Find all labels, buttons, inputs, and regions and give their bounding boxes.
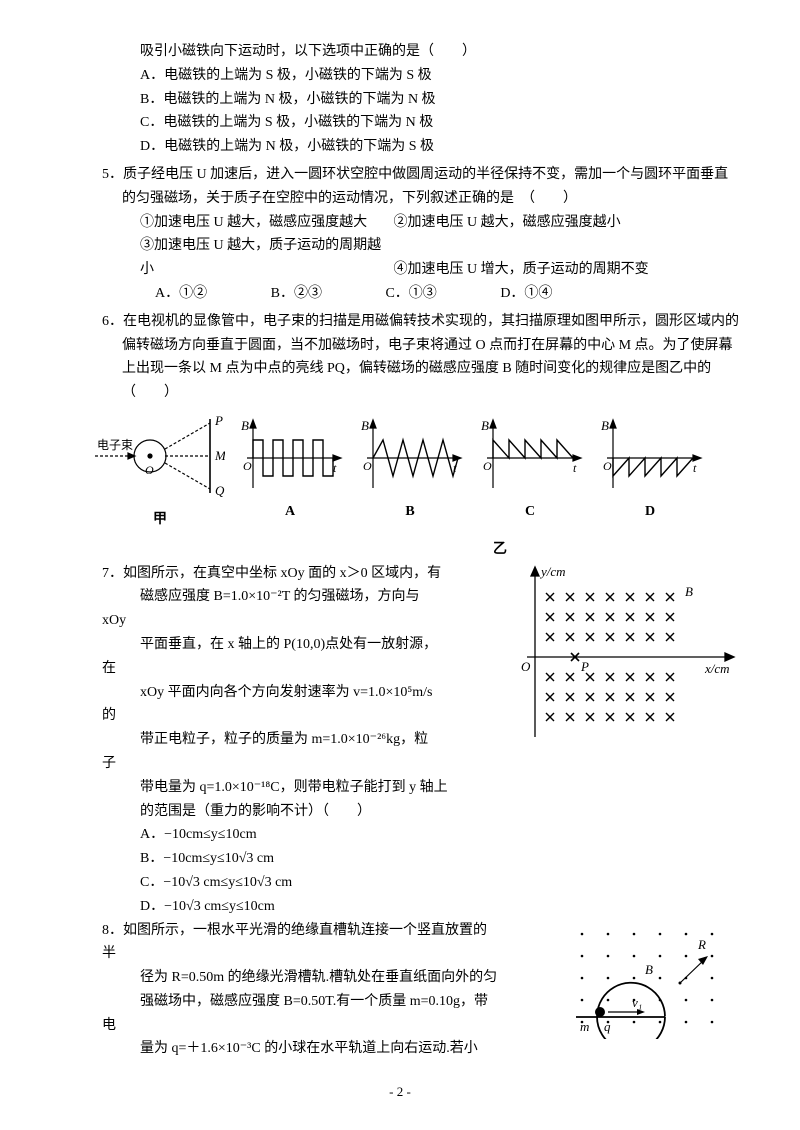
q8-l4: 量为 q=＋1.6×10⁻³C 的小球在水平轨道上向右运动.若小 <box>60 1037 740 1061</box>
svg-text:t: t <box>693 461 697 475</box>
svg-text:O: O <box>483 459 492 473</box>
q4-opt-c: C．电磁铁的上端为 S 极，小磁铁的下端为 N 极 <box>60 111 740 135</box>
svg-text:x/cm: x/cm <box>704 661 730 676</box>
q4-opt-d: D．电磁铁的上端为 N 极，小磁铁的下端为 S 极 <box>60 135 740 159</box>
svg-text:y/cm: y/cm <box>539 564 566 579</box>
q6-graph-a: BtO A <box>235 418 345 524</box>
q4-opt-a: A．电磁铁的上端为 S 极，小磁铁的下端为 S 极 <box>60 64 740 88</box>
beam-label: 电子束 <box>97 438 133 452</box>
q5-s12: ①加速电压 U 越大，磁感应强度越大 ②加速电压 U 越大，磁感应强度越小 <box>60 211 740 235</box>
q5-s4: ④加速电压 U 增大，质子运动的周期不变 <box>394 262 649 277</box>
q7-l7: 的范围是（重力的影响不计）（ ） <box>60 800 740 824</box>
q7-opt-d: D．−10√3 cm≤y≤10cm <box>60 895 740 919</box>
q5-s2: ②加速电压 U 越大，磁感应强度越小 <box>394 215 621 230</box>
q4-opt-b: B．电磁铁的上端为 N 极，小磁铁的下端为 N 极 <box>60 88 740 112</box>
svg-text:O: O <box>363 459 372 473</box>
q5-stem: 5．质子经电压 U 加速后，进入一圆环状空腔中做圆周运动的半径保持不变，需加一个… <box>60 163 740 211</box>
svg-text:B: B <box>685 584 693 599</box>
q6-figures: 电子束 P M Q O 甲 BtO A BtO B Bt O C Bt O D <box>60 411 740 532</box>
q5-s34: ③加速电压 U 越大，质子运动的周期越小 ④加速电压 U 增大，质子运动的周期不… <box>60 234 740 282</box>
svg-text:m: m <box>580 1019 589 1034</box>
q7-l6: 带电量为 q=1.0×10⁻¹⁸C，则带电粒子能打到 y 轴上 <box>60 776 740 800</box>
q7-opt-b: B．−10cm≤y≤10√3 cm <box>60 847 740 871</box>
q7-figure: y/cm x/cm O P B <box>510 562 740 752</box>
q5-opt-d: D．①④ <box>500 282 552 306</box>
q5-opt-c: C．①③ <box>385 282 436 306</box>
svg-text:O: O <box>521 659 531 674</box>
q8-block: RBmqv₁ 8．如图所示，一根水平光滑的绝缘直槽轨连接一个竖直放置的 半 径为… <box>60 919 740 1062</box>
q7-l6l: 子 <box>60 752 740 776</box>
q5-s3: ③加速电压 U 越大，质子运动的周期越小 <box>140 234 390 282</box>
svg-text:O: O <box>243 459 252 473</box>
svg-text:B: B <box>645 962 653 977</box>
q5-options: A．①② B．②③ C．①③ D．①④ <box>60 282 740 306</box>
q6-label-c: C <box>475 500 585 524</box>
q7-block: y/cmx/cmOPB 7．如图所示，在真空中坐标 xOy 面的 x＞0 区域内… <box>60 562 740 919</box>
svg-text:v₁: v₁ <box>632 995 642 1010</box>
q4-stem-tail: 吸引小磁铁向下运动时，以下选项中正确的是（ ） <box>60 40 740 64</box>
q6-fig-jia: 电子束 P M Q O 甲 <box>95 411 225 532</box>
svg-text:P: P <box>214 413 223 428</box>
svg-text:O: O <box>603 459 612 473</box>
svg-text:B: B <box>361 418 369 433</box>
svg-text:B: B <box>601 418 609 433</box>
q5-opt-b: B．②③ <box>271 282 322 306</box>
svg-text:M: M <box>214 448 225 463</box>
q6-stem: 6．在电视机的显像管中，电子束的扫描是用磁偏转技术实现的，其扫描原理如图甲所示，… <box>60 310 740 405</box>
q6-label-b: B <box>355 500 465 524</box>
q6-label-a: A <box>235 500 345 524</box>
svg-text:O: O <box>145 463 154 477</box>
q6-graph-c: Bt O C <box>475 418 585 524</box>
q7-opt-a: A．−10cm≤y≤10cm <box>60 823 740 847</box>
svg-text:B: B <box>241 418 249 433</box>
svg-text:B: B <box>481 418 489 433</box>
q6-graph-b: BtO B <box>355 418 465 524</box>
q5-opt-a: A．①② <box>155 282 207 306</box>
q6-label-d: D <box>595 500 705 524</box>
svg-text:Q: Q <box>215 483 225 498</box>
svg-text:t: t <box>573 461 577 475</box>
q6-graph-d: Bt O D <box>595 418 705 524</box>
svg-text:R: R <box>697 937 706 952</box>
q8-figure: R Bmq v₁ <box>570 919 740 1039</box>
q5-s1: ①加速电压 U 越大，磁感应强度越大 <box>140 211 390 235</box>
svg-text:q: q <box>604 1019 611 1034</box>
q6-label-jia: 甲 <box>95 508 225 532</box>
q6-label-yi: 乙 <box>260 538 740 562</box>
page-number: - 2 - <box>60 1081 740 1103</box>
q7-opt-c: C．−10√3 cm≤y≤10√3 cm <box>60 871 740 895</box>
svg-text:P: P <box>580 659 589 674</box>
